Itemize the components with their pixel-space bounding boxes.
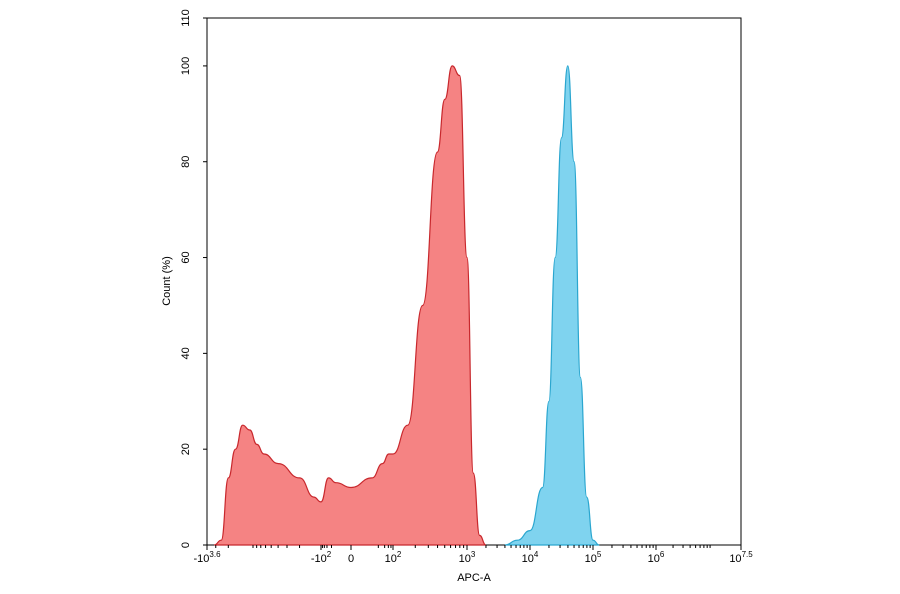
x-tick-label: 106 <box>648 550 665 565</box>
x-tick-label: 104 <box>522 550 539 565</box>
y-tick-label: 60 <box>180 251 192 263</box>
x-tick-label: 0 <box>348 553 354 565</box>
x-tick-label: 105 <box>585 550 602 565</box>
plot-frame <box>206 17 742 546</box>
histogram-series-2 <box>504 65 600 546</box>
series-layer <box>214 65 600 546</box>
y-tick-label: 40 <box>180 347 192 359</box>
y-tick-label: 110 <box>180 9 192 27</box>
x-tick-label: 107.5 <box>729 550 753 565</box>
x-tick-label: -103.6 <box>193 550 221 565</box>
x-tick-label: 102 <box>385 550 402 565</box>
y-tick-label: 0 <box>180 542 192 548</box>
y-axis-title: Count (%) <box>161 256 173 306</box>
y-tick-label: 100 <box>180 57 192 75</box>
x-axis: -103.6 -102 0 102 103 104 105 106 107.5 <box>193 545 753 565</box>
x-tick-label: 103 <box>459 550 476 565</box>
x-axis-title: APC-A <box>457 572 491 584</box>
x-tick-label: -102 <box>311 550 332 565</box>
y-axis: 0 20 40 60 80 100 110 <box>180 9 207 548</box>
histogram-series-1 <box>214 65 487 546</box>
y-tick-label: 80 <box>180 156 192 168</box>
y-tick-label: 20 <box>180 443 192 455</box>
